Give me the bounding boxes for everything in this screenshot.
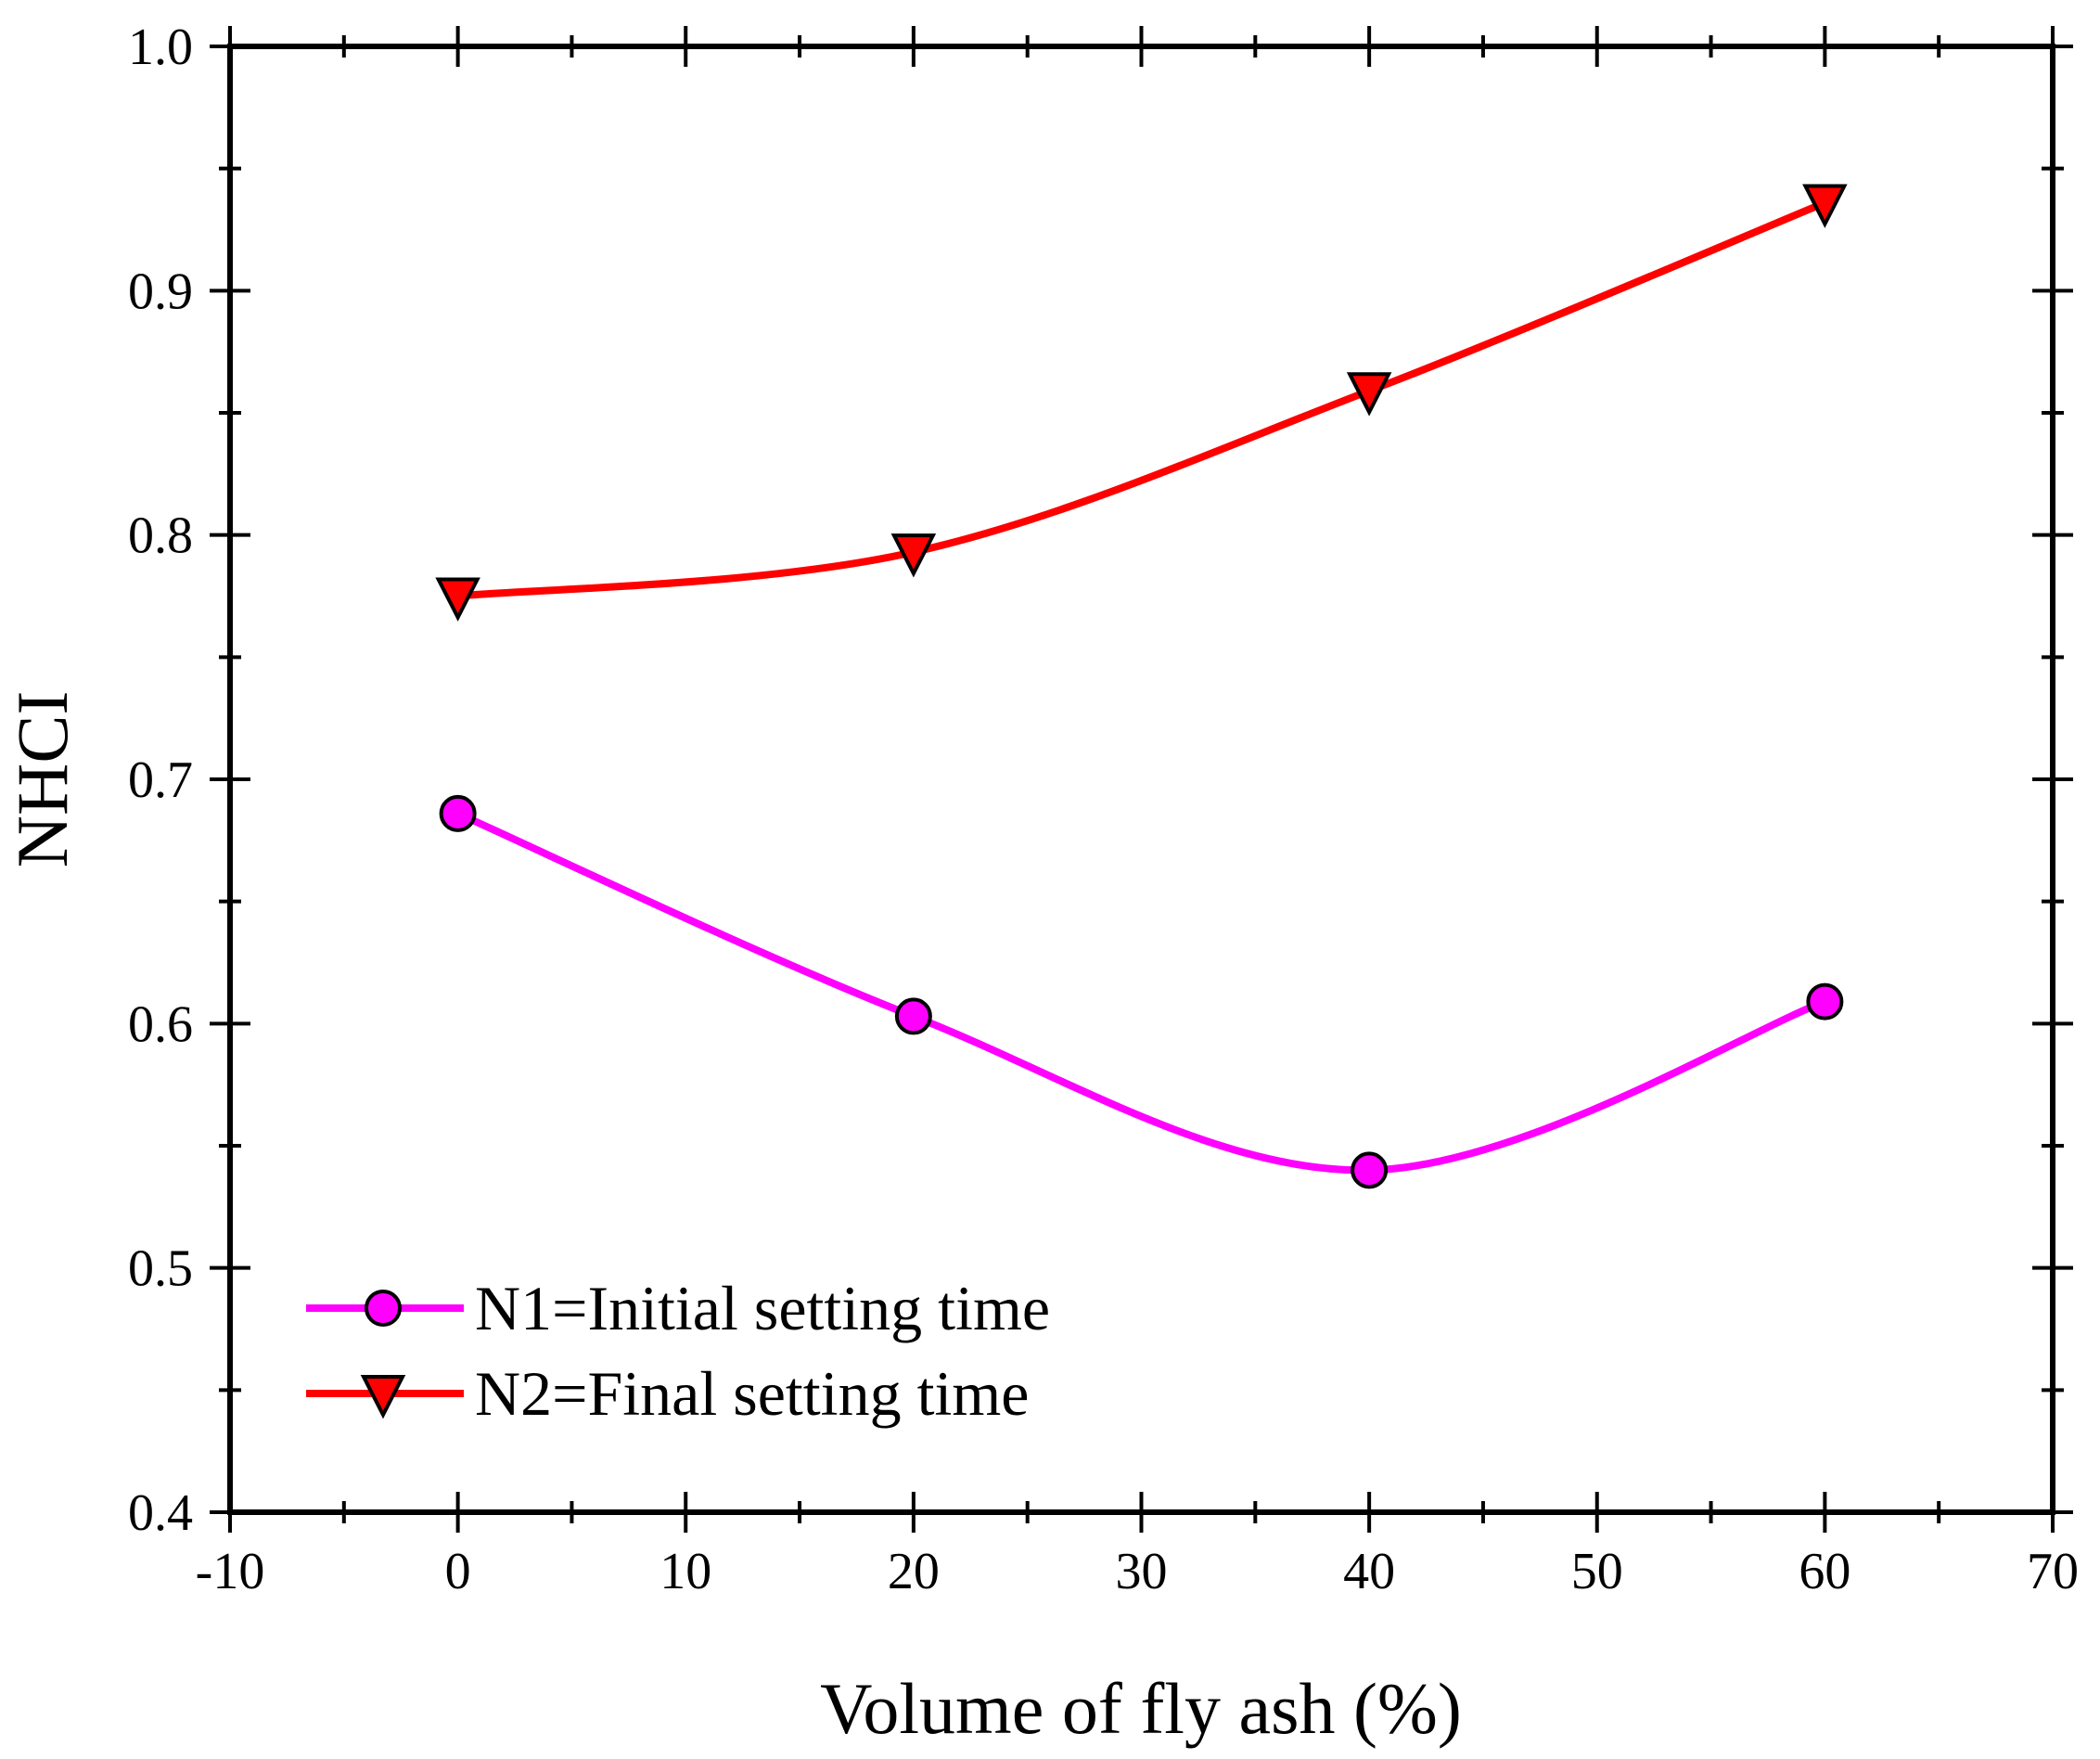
x-axis-title: Volume of fly ash (%)	[820, 1668, 1462, 1749]
y-tick-label: 1.0	[128, 19, 193, 76]
y-tick-label: 0.5	[128, 1240, 193, 1298]
legend: N1=Initial setting time N2=Final setting…	[306, 1273, 1050, 1429]
tick-labels: -10 0 10 20 30 40 50 60 70 0.4 0.5 0.6 0.7 0.8 0.9 1.0	[128, 19, 2079, 1600]
y-axis-title: NHCI	[2, 691, 83, 868]
x-tick-label: 0	[445, 1543, 471, 1600]
series-line-1	[455, 810, 1826, 1175]
series-line-2	[457, 199, 1826, 600]
legend-label-n2: N2=Final setting time	[475, 1358, 1029, 1429]
x-tick-label: 20	[888, 1543, 940, 1600]
series-layer	[435, 184, 1848, 1189]
x-tick-label: 10	[659, 1543, 711, 1600]
data-point-n1	[1351, 1151, 1389, 1189]
data-point-n1	[894, 997, 932, 1035]
y-tick-label: 0.9	[128, 263, 193, 320]
y-tick-label: 0.4	[128, 1484, 193, 1542]
x-tick-label: 70	[2027, 1543, 2079, 1600]
x-tick-label: 40	[1343, 1543, 1395, 1600]
data-point-n1	[1806, 982, 1844, 1021]
y-tick-label: 0.6	[128, 995, 193, 1053]
data-point-n2	[890, 533, 937, 578]
y-tick-label: 0.7	[128, 751, 193, 809]
x-tick-label: 30	[1116, 1543, 1168, 1600]
data-point-n2	[435, 577, 480, 622]
x-tick-label: 50	[1571, 1543, 1623, 1600]
legend-marker-n1	[365, 1290, 402, 1327]
legend-label-n1: N1=Initial setting time	[475, 1273, 1050, 1343]
data-point-n2	[1802, 184, 1848, 228]
x-tick-label: -10	[196, 1543, 265, 1600]
y-tick-label: 0.8	[128, 507, 193, 565]
data-point-n2	[1346, 372, 1392, 417]
legend-marker-n2	[360, 1375, 406, 1419]
plot-area-frame	[227, 44, 2055, 1515]
data-point-n1	[439, 794, 477, 832]
x-tick-label: 60	[1799, 1543, 1850, 1600]
